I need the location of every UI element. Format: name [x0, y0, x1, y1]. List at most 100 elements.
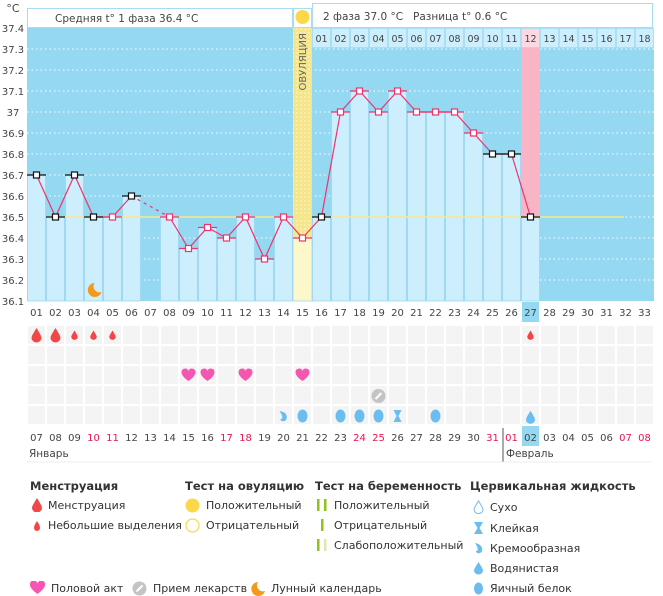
marker-cell	[370, 366, 387, 384]
marker-cell	[465, 406, 482, 424]
empty-circle-icon	[185, 517, 200, 533]
y-tick-label: 37.4	[2, 24, 24, 35]
small-drop-icon	[34, 521, 40, 531]
marker-cell	[408, 386, 425, 404]
cycle-day-label: 13	[258, 308, 271, 319]
cycle-day-label: 12	[239, 308, 252, 319]
legend-label: Клейкая	[490, 521, 539, 535]
temperature-bar	[350, 90, 369, 302]
marker-cell	[617, 366, 634, 384]
marker-cell	[142, 386, 159, 404]
y-tick-label: 36.1	[2, 297, 24, 308]
marker-cell	[161, 366, 178, 384]
marker-cell	[579, 366, 596, 384]
marker-cell	[123, 366, 140, 384]
marker-cell	[294, 386, 311, 404]
temperature-point	[241, 213, 250, 221]
legend-label: Половой акт	[51, 581, 124, 595]
marker-cell	[66, 386, 83, 404]
cycle-day-label: 20	[391, 308, 404, 319]
marker-cell	[66, 406, 83, 424]
marker-cell	[522, 366, 539, 384]
temperature-bar	[198, 227, 217, 302]
marker-cell	[484, 366, 501, 384]
legend: Менструация Менструация Небольшие выделе…	[0, 470, 663, 596]
marker-cell	[218, 346, 235, 364]
temperature-line-segment	[35, 174, 57, 218]
temperature-line-segment	[54, 174, 76, 218]
temperature-bar	[483, 153, 502, 302]
spotting-drop-icon	[90, 330, 97, 340]
phase2-day-label: 13	[543, 34, 555, 45]
marker-cell	[503, 346, 520, 364]
weekend-date-label: 18	[239, 433, 252, 444]
marker-cell	[180, 346, 197, 364]
phase2-day-label: 10	[486, 34, 498, 45]
date-label: 23	[334, 433, 347, 444]
temperature-bar	[103, 216, 122, 302]
legend-label: Небольшие выделения	[48, 518, 182, 532]
cycle-day-label: 26	[505, 308, 518, 319]
temperature-bar	[65, 174, 84, 302]
legend-cervical-eggwhite: Яичный белок	[473, 580, 572, 596]
cycle-day-label: 19	[372, 308, 385, 319]
marker-cell	[275, 366, 292, 384]
sticky-icon	[393, 410, 402, 422]
y-tick-label: 36.3	[2, 255, 24, 266]
marker-cell	[408, 326, 425, 344]
temperature-point	[469, 129, 478, 137]
current-day-highlight	[522, 302, 539, 322]
cycle-day-label: 06	[125, 308, 138, 319]
marker-cell	[351, 346, 368, 364]
marker-cell	[161, 346, 178, 364]
phase2-day-cell	[483, 28, 502, 48]
marker-cell	[161, 326, 178, 344]
cycle-day-label: 15	[296, 308, 309, 319]
temperature-bar	[331, 111, 350, 302]
marker-cell	[579, 326, 596, 344]
weekend-date-label: 07	[619, 433, 632, 444]
marker-cell	[275, 386, 292, 404]
marker-cell	[85, 406, 102, 424]
marker-cell	[370, 326, 387, 344]
phase2-box	[312, 3, 653, 28]
phase2-day-cell	[464, 28, 483, 48]
weak-lines-icon	[317, 539, 327, 551]
marker-cell	[598, 366, 615, 384]
legend-label: Менструация	[48, 498, 126, 512]
y-tick-label: 36.6	[2, 192, 24, 203]
marker-cell	[541, 406, 558, 424]
marker-cell	[313, 346, 330, 364]
phase2-day-cell	[312, 28, 331, 48]
phase2-day-label: 16	[600, 34, 612, 45]
date-label: 14	[163, 433, 176, 444]
cycle-day-label: 01	[30, 308, 43, 319]
legend-label: Сухо	[490, 500, 518, 514]
eggwhite-icon	[430, 409, 441, 423]
phase2-day-label: 18	[638, 34, 650, 45]
legend-label: Водянистая	[490, 561, 559, 575]
cycle-day-label: 28	[543, 308, 556, 319]
temperature-point	[374, 108, 383, 116]
marker-cell	[85, 346, 102, 364]
marker-cell	[142, 326, 159, 344]
phase2-day-label: 01	[315, 34, 327, 45]
eggwhite-icon	[354, 409, 365, 423]
cycle-day-label: 08	[163, 308, 176, 319]
temperature-bar	[27, 174, 46, 302]
temperature-line-segment	[510, 153, 532, 218]
date-label: 08	[49, 433, 62, 444]
temperature-point	[222, 234, 231, 242]
date-label: 07	[30, 433, 43, 444]
marker-cell	[465, 366, 482, 384]
marker-cell	[560, 326, 577, 344]
phase2-day-cell	[388, 28, 407, 48]
cycle-day-label: 05	[106, 308, 119, 319]
temperature-line-segment	[263, 216, 285, 260]
temperature-bar	[46, 216, 65, 302]
phase2-day-cell	[445, 28, 464, 48]
marker-cell	[636, 326, 653, 344]
legend-label: Отрицательный	[334, 518, 428, 532]
marker-cell	[275, 326, 292, 344]
marker-cell	[332, 346, 349, 364]
